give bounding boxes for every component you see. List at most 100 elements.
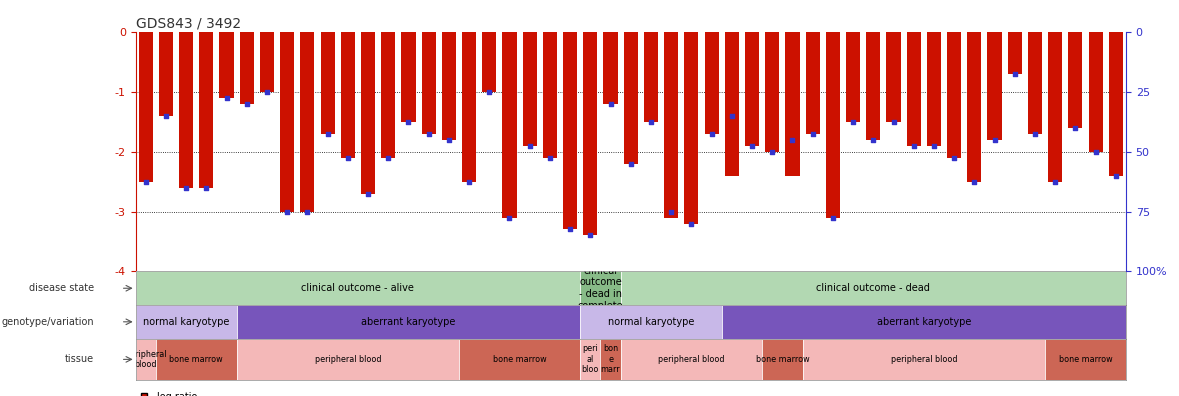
Text: peripheral blood: peripheral blood <box>658 355 725 364</box>
Bar <box>522 32 536 146</box>
Point <box>500 214 519 221</box>
Point <box>783 136 802 143</box>
Bar <box>482 32 496 91</box>
Bar <box>1048 32 1062 181</box>
Bar <box>156 339 237 380</box>
Bar <box>947 32 961 158</box>
Point <box>986 136 1005 143</box>
Bar <box>237 339 459 380</box>
Bar <box>620 339 762 380</box>
Bar <box>139 32 153 181</box>
Bar <box>1068 32 1082 128</box>
Text: peri
al
bloo: peri al bloo <box>581 345 599 374</box>
Text: peripheral blood: peripheral blood <box>315 355 381 364</box>
Point <box>399 118 417 125</box>
Point <box>803 130 822 137</box>
Bar <box>1028 32 1042 133</box>
Bar <box>745 32 759 146</box>
Point <box>237 101 256 107</box>
Point <box>298 208 317 215</box>
Point <box>358 190 377 197</box>
Point <box>338 154 357 161</box>
Text: normal karyotype: normal karyotype <box>608 317 694 327</box>
Point <box>197 185 216 191</box>
Bar <box>564 32 578 230</box>
Point <box>681 220 700 227</box>
Point <box>460 178 479 185</box>
Bar <box>259 32 274 91</box>
Point <box>1066 124 1085 131</box>
Bar <box>159 32 173 116</box>
Text: clinical
outcome
- dead in
complete: clinical outcome - dead in complete <box>578 266 624 310</box>
Point <box>703 130 722 137</box>
Point <box>823 214 842 221</box>
Y-axis label: disease state: disease state <box>28 283 94 293</box>
Bar <box>442 32 456 139</box>
Point <box>137 178 156 185</box>
Bar <box>765 32 779 152</box>
Point <box>1106 172 1125 179</box>
Text: clinical outcome - dead: clinical outcome - dead <box>816 283 930 293</box>
Bar <box>664 32 678 217</box>
Point <box>581 232 600 239</box>
Bar <box>584 32 598 236</box>
Bar <box>462 32 476 181</box>
Point <box>440 136 459 143</box>
Text: normal karyotype: normal karyotype <box>143 317 229 327</box>
Bar <box>722 305 1126 339</box>
Point <box>763 148 782 155</box>
Point <box>743 143 762 149</box>
Point <box>641 118 660 125</box>
Bar <box>847 32 861 122</box>
Bar <box>762 339 803 380</box>
Bar <box>281 32 295 211</box>
Point <box>1006 70 1025 77</box>
Bar <box>239 32 253 104</box>
Text: bone marrow: bone marrow <box>493 355 546 364</box>
Bar <box>1045 339 1126 380</box>
Text: aberrant karyotype: aberrant karyotype <box>877 317 971 327</box>
Point <box>944 154 963 161</box>
Bar <box>381 32 395 158</box>
Point <box>621 160 640 167</box>
Bar <box>219 32 233 98</box>
Point <box>1046 178 1065 185</box>
Point <box>601 101 620 107</box>
Point <box>864 136 883 143</box>
Bar <box>237 305 580 339</box>
Point <box>904 143 923 149</box>
Text: aberrant karyotype: aberrant karyotype <box>361 317 455 327</box>
Bar <box>600 339 620 380</box>
Text: bone marrow: bone marrow <box>1059 355 1112 364</box>
Point <box>217 95 236 101</box>
Bar <box>803 339 1045 380</box>
Point <box>844 118 863 125</box>
Point <box>257 88 276 95</box>
Bar <box>725 32 739 175</box>
Bar <box>580 305 722 339</box>
Point <box>480 88 499 95</box>
Bar <box>867 32 881 139</box>
Bar <box>805 32 819 133</box>
Bar <box>580 272 620 305</box>
Point <box>1026 130 1045 137</box>
Y-axis label: genotype/variation: genotype/variation <box>1 317 94 327</box>
Text: GDS843 / 3492: GDS843 / 3492 <box>136 17 241 30</box>
Point <box>177 185 196 191</box>
Text: clinical outcome - alive: clinical outcome - alive <box>302 283 414 293</box>
Point <box>540 154 559 161</box>
Point <box>884 118 903 125</box>
Point <box>278 208 297 215</box>
Bar <box>321 32 335 133</box>
Text: peripheral blood: peripheral blood <box>890 355 957 364</box>
Bar <box>341 32 355 158</box>
Bar <box>502 32 516 217</box>
Bar <box>967 32 981 181</box>
Point <box>318 130 337 137</box>
Point <box>157 112 176 119</box>
Bar <box>301 32 315 211</box>
Bar <box>785 32 799 175</box>
Text: peripheral
blood: peripheral blood <box>125 350 166 369</box>
Bar <box>542 32 556 158</box>
Text: bon
e
marr: bon e marr <box>601 345 620 374</box>
